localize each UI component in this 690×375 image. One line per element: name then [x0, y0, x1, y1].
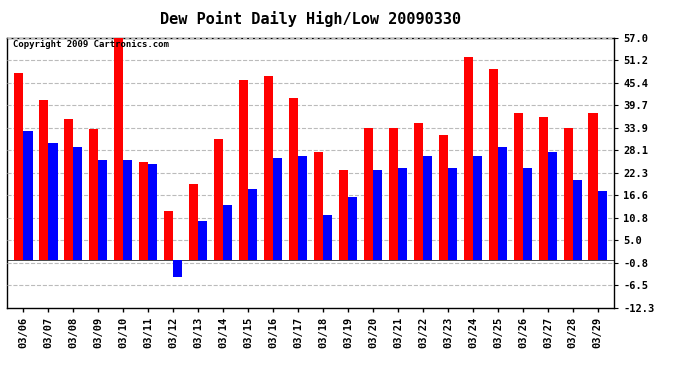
Bar — [413, 123, 423, 260]
Bar — [464, 57, 473, 260]
Bar — [339, 170, 348, 260]
Bar — [124, 160, 132, 260]
Bar — [48, 143, 57, 260]
Bar — [198, 220, 208, 260]
Bar — [573, 180, 582, 260]
Bar — [273, 158, 282, 260]
Bar — [63, 119, 73, 260]
Bar — [364, 128, 373, 260]
Bar — [248, 189, 257, 260]
Bar — [439, 135, 448, 260]
Bar — [314, 152, 323, 260]
Bar — [264, 76, 273, 260]
Bar — [223, 205, 233, 260]
Text: Copyright 2009 Cartronics.com: Copyright 2009 Cartronics.com — [13, 40, 169, 49]
Bar — [489, 69, 497, 260]
Bar — [598, 191, 607, 260]
Bar — [513, 114, 523, 260]
Bar — [73, 147, 83, 260]
Bar — [473, 156, 482, 260]
Bar — [323, 215, 333, 260]
Bar — [523, 168, 532, 260]
Bar — [448, 168, 457, 260]
Bar — [23, 131, 32, 260]
Bar — [423, 156, 433, 260]
Bar — [164, 211, 173, 260]
Bar — [173, 260, 182, 277]
Bar — [39, 100, 48, 260]
Text: Dew Point Daily High/Low 20090330: Dew Point Daily High/Low 20090330 — [160, 11, 461, 27]
Bar — [114, 38, 123, 260]
Bar — [388, 128, 398, 260]
Bar — [564, 128, 573, 260]
Bar — [298, 156, 307, 260]
Bar — [373, 170, 382, 260]
Bar — [89, 129, 98, 260]
Bar — [498, 147, 507, 260]
Bar — [148, 164, 157, 260]
Bar — [348, 197, 357, 260]
Bar — [239, 80, 248, 260]
Bar — [589, 114, 598, 260]
Bar — [14, 73, 23, 260]
Bar — [214, 139, 223, 260]
Bar — [98, 160, 108, 260]
Bar — [288, 98, 298, 260]
Bar — [188, 184, 198, 260]
Bar — [538, 117, 548, 260]
Bar — [139, 162, 148, 260]
Bar — [398, 168, 407, 260]
Bar — [548, 152, 558, 260]
